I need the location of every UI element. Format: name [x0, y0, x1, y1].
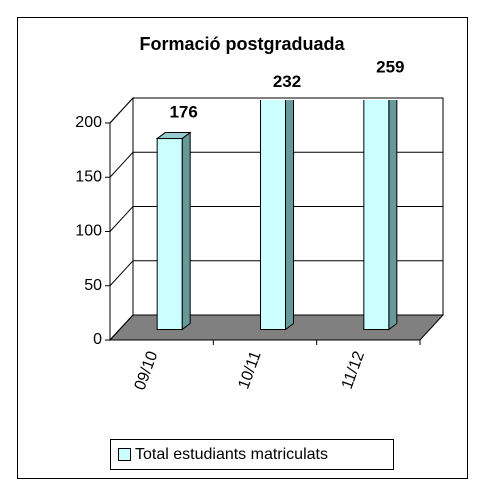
- y-tick-label: 150: [75, 168, 102, 185]
- y-tick-label: 50: [84, 277, 102, 294]
- grid-line: [109, 314, 443, 341]
- bar-side: [285, 100, 294, 331]
- bar: [260, 100, 294, 331]
- grid-line: [109, 206, 443, 232]
- bar: [363, 100, 398, 331]
- legend-swatch: [118, 448, 131, 461]
- grid-line: [109, 151, 443, 178]
- legend-box: [110, 439, 394, 470]
- y-tick-label: 100: [75, 223, 102, 240]
- value-label: 232: [273, 72, 301, 91]
- bar-side: [181, 131, 191, 331]
- y-tick-label: 200: [75, 114, 102, 131]
- chart-title: Formació postgraduada: [139, 34, 345, 54]
- grid-line: [109, 97, 443, 124]
- bar-front: [260, 100, 286, 330]
- bars: [155, 100, 398, 331]
- grid-line: [109, 260, 443, 287]
- bar-front: [156, 138, 183, 330]
- legend: Total estudiants matriculats: [110, 439, 394, 470]
- y-tick-label: 0: [93, 331, 102, 348]
- value-label: 259: [376, 58, 404, 77]
- bar: [155, 131, 192, 331]
- bar-front: [363, 100, 390, 331]
- value-label: 176: [169, 102, 197, 121]
- legend-label: Total estudiants matriculats: [135, 446, 328, 463]
